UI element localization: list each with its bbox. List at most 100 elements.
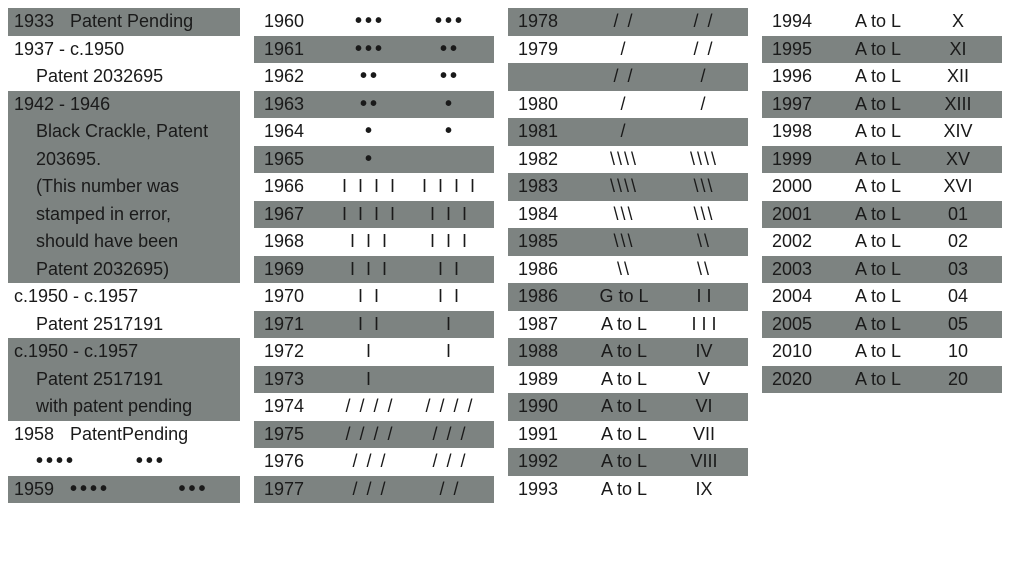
table-row: 2004A to L04	[762, 283, 1002, 311]
mark-cell-left: •••	[324, 38, 416, 61]
text-cell: c.1950 - c.1957	[14, 341, 240, 362]
table-row: 1986G to LI I	[508, 283, 748, 311]
table-row: 1983\\\\\\\	[508, 173, 748, 201]
table-row: c.1950 - c.1957	[8, 283, 240, 311]
year-cell: 1980	[508, 94, 578, 115]
mark-cell-left: •	[324, 148, 416, 171]
column-2: 1960••••••1961•••••1962••••1963•••1964••…	[254, 8, 494, 503]
text-cell: Patent 2032695	[36, 66, 240, 87]
mark-cell-right: ••	[416, 38, 494, 61]
mark-cell-left: \\\\	[578, 149, 670, 170]
mark-cell-left: I	[324, 341, 416, 362]
table-row: 1981/	[508, 118, 748, 146]
mark-cell-left: I I	[324, 314, 416, 335]
table-row: Patent 2032695)	[8, 256, 240, 284]
year-cell: 1988	[508, 341, 578, 362]
year-cell: 1989	[508, 369, 578, 390]
table-row: stamped in error,	[8, 201, 240, 229]
year-cell: 1998	[762, 121, 832, 142]
text-cell: with patent pending	[36, 396, 240, 417]
year-cell: 1958	[14, 424, 70, 445]
mark-cell-right: \\	[670, 231, 748, 252]
year-cell: 2003	[762, 259, 832, 280]
table-row: Patent 2517191	[8, 311, 240, 339]
mark-cell-left: / /	[578, 11, 670, 32]
mark-cell-right: VI	[670, 396, 748, 417]
mark-cell-right: XV	[924, 149, 1002, 170]
table-row: 1962••••	[254, 63, 494, 91]
mark-cell-left: \\	[578, 259, 670, 280]
table-row: Patent 2517191	[8, 366, 240, 394]
table-row: 1987A to LI I I	[508, 311, 748, 339]
mark-cell-right: \\\	[670, 204, 748, 225]
mark-cell-right: XI	[924, 39, 1002, 60]
table-row: 2005A to L05	[762, 311, 1002, 339]
year-cell: 2010	[762, 341, 832, 362]
table-row: 1960••••••	[254, 8, 494, 36]
table-row: 1958PatentPending	[8, 421, 240, 449]
mark-cell-left: A to L	[832, 149, 924, 170]
mark-cell-left: / / / /	[324, 396, 416, 417]
table-row: 1976/ / // / /	[254, 448, 494, 476]
mark-cell-left: / / / /	[324, 424, 416, 445]
table-row: Patent 2032695	[8, 63, 240, 91]
year-cell: 1965	[254, 149, 324, 170]
mark-cell-left: A to L	[832, 39, 924, 60]
mark-cell-left: A to L	[832, 176, 924, 197]
year-cell: 1962	[254, 66, 324, 87]
mark-cell-left: / / /	[324, 479, 416, 500]
year-cell: 1995	[762, 39, 832, 60]
year-cell: 1982	[508, 149, 578, 170]
table-row: 1942 - 1946	[8, 91, 240, 119]
mark-cell-right: / /	[416, 479, 494, 500]
mark-cell-right: / /	[670, 11, 748, 32]
table-row: 2010A to L10	[762, 338, 1002, 366]
year-cell: 1964	[254, 121, 324, 142]
table-row: 1999A to LXV	[762, 146, 1002, 174]
mark-cell-right: 02	[924, 231, 1002, 252]
mark-cell-right: 04	[924, 286, 1002, 307]
mark-cell-right: X	[924, 11, 1002, 32]
year-cell: 1992	[508, 451, 578, 472]
year-cell: 1963	[254, 94, 324, 115]
table-row: 1959•••• •••	[8, 476, 240, 504]
text-cell: Patent 2517191	[36, 314, 240, 335]
mark-cell-left: A to L	[578, 369, 670, 390]
year-cell: 1959	[14, 479, 70, 500]
year-cell: 1967	[254, 204, 324, 225]
table-row: 1997A to LXIII	[762, 91, 1002, 119]
year-cell: 1977	[254, 479, 324, 500]
mark-cell-left: / / /	[324, 451, 416, 472]
mark-cell-right: 03	[924, 259, 1002, 280]
year-cell: 1973	[254, 369, 324, 390]
year-cell: 1987	[508, 314, 578, 335]
mark-cell-left: A to L	[832, 286, 924, 307]
year-cell: 1985	[508, 231, 578, 252]
mark-cell-right: I I	[416, 259, 494, 280]
year-cell: 2002	[762, 231, 832, 252]
mark-cell-left: I I	[324, 286, 416, 307]
table-row: 2003A to L03	[762, 256, 1002, 284]
mark-cell-left: A to L	[832, 66, 924, 87]
mark-cell-left: \\\\	[578, 176, 670, 197]
mark-cell-left: A to L	[832, 259, 924, 280]
mark-cell-right: /	[670, 94, 748, 115]
table-row: 1969I I II I	[254, 256, 494, 284]
table-row: 1982\\\\\\\\	[508, 146, 748, 174]
year-cell: 1986	[508, 286, 578, 307]
text-cell: •••• •••	[70, 478, 240, 501]
mark-cell-left: A to L	[832, 231, 924, 252]
year-cell: 2005	[762, 314, 832, 335]
mark-cell-right: •	[416, 120, 494, 143]
mark-cell-left: A to L	[578, 396, 670, 417]
mark-cell-right: I	[416, 314, 494, 335]
mark-cell-left: A to L	[578, 314, 670, 335]
table-row: 1994A to LX	[762, 8, 1002, 36]
table-row: 1966I I I II I I I	[254, 173, 494, 201]
table-row: 1970I II I	[254, 283, 494, 311]
year-cell: 2004	[762, 286, 832, 307]
mark-cell-right: XIII	[924, 94, 1002, 115]
mark-cell-right: XII	[924, 66, 1002, 87]
table-row: with patent pending	[8, 393, 240, 421]
table-row: 1990A to LVI	[508, 393, 748, 421]
